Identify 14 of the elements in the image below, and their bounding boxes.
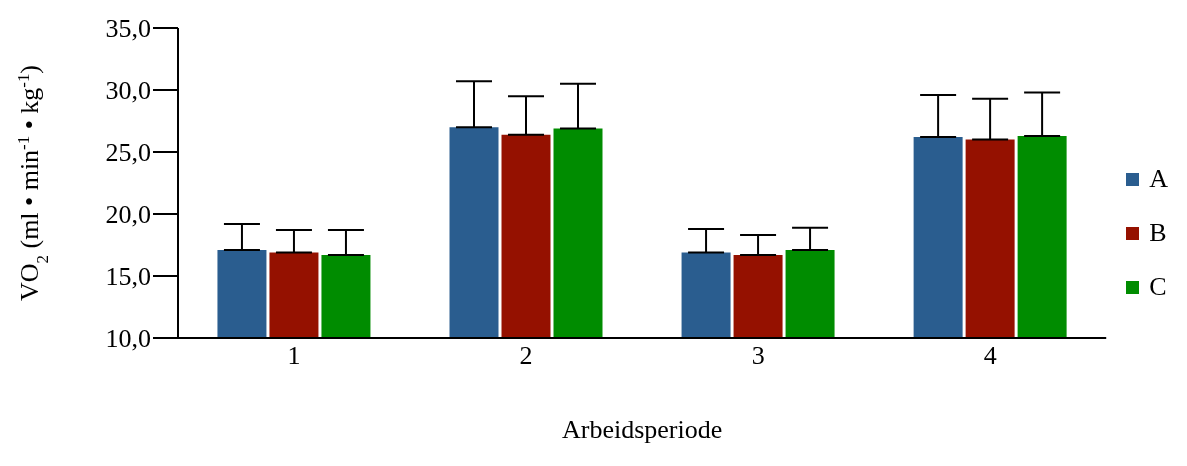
y-tick-label: 10,0 (105, 324, 151, 354)
x-tick-label: 2 (519, 341, 533, 371)
y-tick-label: 25,0 (105, 138, 151, 168)
y-tick-label: 30,0 (105, 76, 151, 106)
x-tick-label: 4 (983, 341, 997, 371)
legend-label: B (1149, 218, 1167, 248)
x-tick-label: 1 (287, 341, 301, 371)
y-tick-label: 20,0 (105, 200, 151, 230)
legend-label: A (1149, 164, 1168, 194)
y-tick-label: 35,0 (105, 14, 151, 44)
y-tick-label: 15,0 (105, 262, 151, 292)
x-axis-title: Arbeidsperiode (561, 415, 723, 444)
x-tick-label: 3 (751, 341, 765, 371)
legend-label: C (1149, 272, 1167, 302)
